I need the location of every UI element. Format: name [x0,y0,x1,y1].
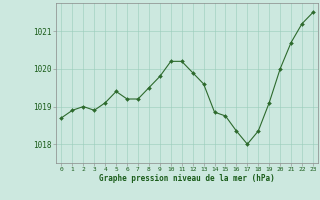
X-axis label: Graphe pression niveau de la mer (hPa): Graphe pression niveau de la mer (hPa) [99,174,275,183]
